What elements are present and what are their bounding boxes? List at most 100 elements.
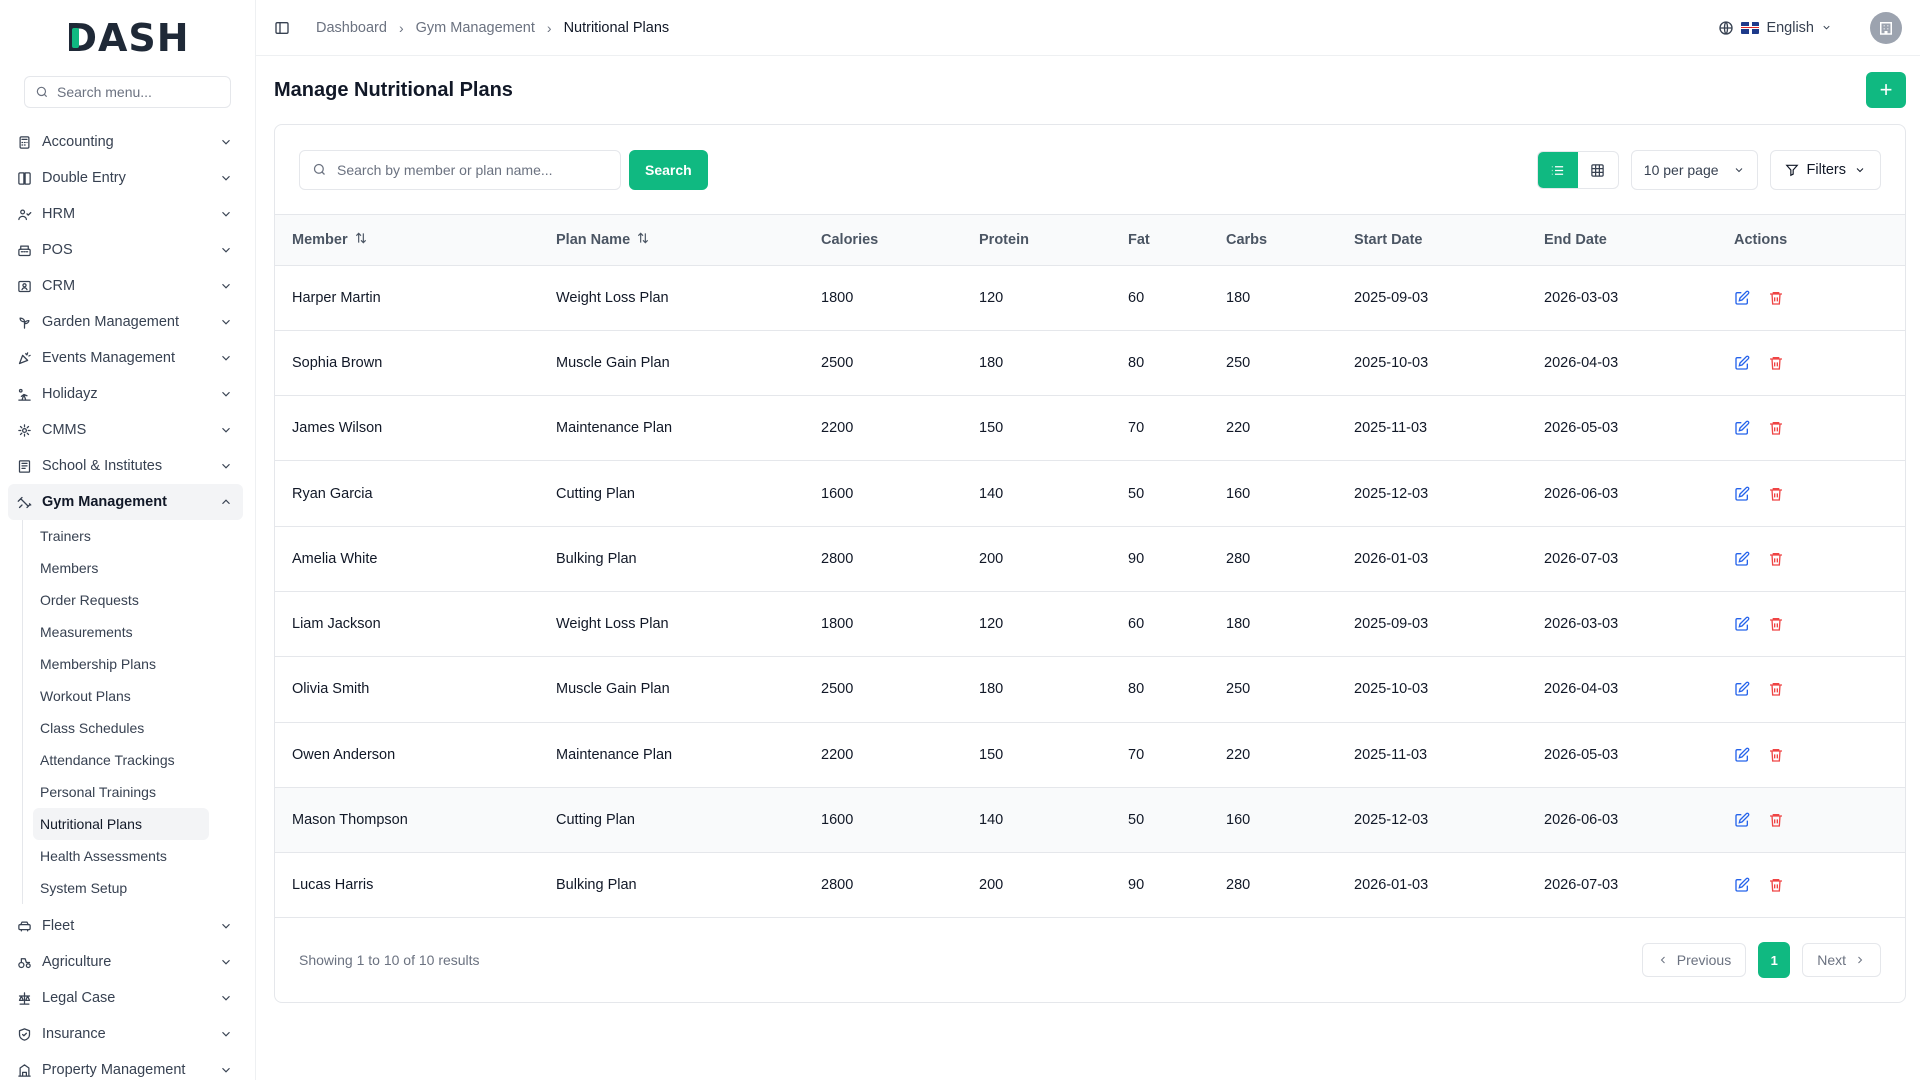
add-plan-button[interactable]: + bbox=[1866, 72, 1906, 108]
table-header-row: Member Plan Name Calories Protein Fat Carbs St… bbox=[275, 215, 1905, 266]
trash-icon[interactable] bbox=[1768, 812, 1784, 828]
trash-icon[interactable] bbox=[1768, 355, 1784, 371]
trash-icon[interactable] bbox=[1768, 877, 1784, 893]
sort-icon[interactable] bbox=[354, 231, 368, 249]
trash-icon[interactable] bbox=[1768, 290, 1784, 306]
edit-icon[interactable] bbox=[1734, 420, 1750, 436]
sidebar-search-input[interactable]: Search menu... bbox=[24, 76, 231, 108]
cell-fat: 70 bbox=[1128, 746, 1145, 763]
trash-icon[interactable] bbox=[1768, 551, 1784, 567]
cell-end-date: 2026-04-03 bbox=[1544, 681, 1619, 698]
submenu-item-class-schedules[interactable]: Class Schedules bbox=[40, 720, 145, 736]
cell-end-date: 2026-06-03 bbox=[1544, 485, 1619, 502]
filters-button[interactable]: Filters bbox=[1769, 149, 1881, 190]
sidebar-toggle-icon[interactable] bbox=[274, 18, 294, 38]
cell-end-date: 2026-06-03 bbox=[1544, 812, 1619, 829]
grid-view-button[interactable] bbox=[1578, 152, 1618, 188]
cell-end-date: 2026-05-03 bbox=[1544, 746, 1619, 763]
cell-carbs: 160 bbox=[1226, 485, 1251, 502]
list-view-button[interactable] bbox=[1537, 151, 1578, 188]
edit-icon[interactable] bbox=[1734, 290, 1750, 306]
column-header-member[interactable]: Member bbox=[275, 215, 539, 266]
submenu-item-attendance-trackings[interactable]: Attendance Trackings bbox=[40, 752, 175, 768]
cell-end-date: 2026-07-03 bbox=[1544, 877, 1619, 894]
sidebar-item-gym-management[interactable]: Gym Management bbox=[8, 484, 243, 520]
page-title: Manage Nutritional Plans bbox=[274, 78, 513, 101]
edit-icon[interactable] bbox=[1734, 681, 1750, 697]
dash-logo[interactable]: DASH bbox=[65, 16, 190, 60]
sidebar-item-insurance[interactable]: Insurance bbox=[8, 1016, 243, 1052]
edit-icon[interactable] bbox=[1734, 486, 1750, 502]
sidebar-item-double-entry[interactable]: Double Entry bbox=[8, 160, 243, 196]
submenu-item-system-setup[interactable]: System Setup bbox=[40, 880, 128, 896]
submenu-item-trainers[interactable]: Trainers bbox=[40, 528, 91, 544]
sidebar-menu: Accounting Double Entry HRM POS CRM Garden Ma… bbox=[0, 124, 255, 1080]
column-header-protein: Protein bbox=[962, 215, 1111, 266]
sidebar-item-label: Events Management bbox=[42, 350, 175, 366]
plan-search-input[interactable]: Search by member or plan name... bbox=[299, 149, 621, 190]
sidebar-item-events-management[interactable]: Events Management bbox=[8, 340, 243, 376]
language-selector[interactable]: English bbox=[1718, 20, 1832, 36]
submenu-item-measurements[interactable]: Measurements bbox=[40, 624, 133, 640]
chevron-down-icon bbox=[222, 283, 230, 289]
sidebar-item-garden-management[interactable]: Garden Management bbox=[8, 304, 243, 340]
sidebar-item-school-and-institutes[interactable]: School & Institutes bbox=[8, 448, 243, 484]
dumbbell-icon bbox=[16, 494, 32, 510]
edit-icon[interactable] bbox=[1734, 616, 1750, 632]
submenu-item-order-requests[interactable]: Order Requests bbox=[40, 592, 139, 608]
cell-plan-name: Bulking Plan bbox=[556, 550, 637, 567]
submenu-item-members[interactable]: Members bbox=[40, 560, 99, 576]
sidebar-item-hrm[interactable]: HRM bbox=[8, 196, 243, 232]
sidebar-item-label: Double Entry bbox=[42, 170, 126, 186]
edit-icon[interactable] bbox=[1734, 747, 1750, 763]
sidebar-item-property-management[interactable]: Property Management bbox=[8, 1052, 243, 1080]
sidebar-item-holidayz[interactable]: Holidayz bbox=[8, 376, 243, 412]
trash-icon[interactable] bbox=[1768, 616, 1784, 632]
sidebar-item-pos[interactable]: POS bbox=[8, 232, 243, 268]
list-icon bbox=[1552, 166, 1564, 175]
pagination: Previous 1 Next bbox=[1641, 942, 1881, 979]
cell-carbs: 250 bbox=[1226, 681, 1251, 698]
edit-icon[interactable] bbox=[1734, 355, 1750, 371]
contact-icon bbox=[16, 278, 32, 294]
sidebar-item-fleet[interactable]: Fleet bbox=[8, 908, 243, 944]
submenu-item-health-assessments[interactable]: Health Assessments bbox=[40, 848, 167, 864]
trash-icon[interactable] bbox=[1768, 747, 1784, 763]
breadcrumb-dashboard[interactable]: Dashboard bbox=[316, 19, 387, 36]
submenu-item-personal-trainings[interactable]: Personal Trainings bbox=[40, 784, 156, 800]
page-1-button[interactable]: 1 bbox=[1758, 942, 1791, 979]
edit-icon[interactable] bbox=[1734, 551, 1750, 567]
submenu-item-membership-plans[interactable]: Membership Plans bbox=[40, 656, 156, 672]
previous-button[interactable]: Previous bbox=[1641, 943, 1747, 978]
sidebar-item-accounting[interactable]: Accounting bbox=[8, 124, 243, 160]
cell-protein: 140 bbox=[979, 812, 1004, 829]
cell-fat: 90 bbox=[1128, 877, 1145, 894]
user-avatar[interactable] bbox=[1870, 11, 1902, 44]
sidebar-item-agriculture[interactable]: Agriculture bbox=[8, 944, 243, 980]
chevron-down-icon bbox=[222, 355, 230, 361]
globe-icon bbox=[1719, 20, 1734, 35]
submenu-item-workout-plans[interactable]: Workout Plans bbox=[40, 688, 131, 704]
column-header-end-date: End Date bbox=[1527, 215, 1717, 266]
sidebar-item-cmms[interactable]: CMMS bbox=[8, 412, 243, 448]
edit-icon[interactable] bbox=[1734, 812, 1750, 828]
per-page-select[interactable]: 10 per page bbox=[1630, 149, 1758, 190]
cell-calories: 1800 bbox=[821, 616, 854, 633]
column-header-plan-name[interactable]: Plan Name bbox=[539, 215, 804, 266]
search-button[interactable]: Search bbox=[629, 149, 708, 190]
sidebar-item-crm[interactable]: CRM bbox=[8, 268, 243, 304]
trash-icon[interactable] bbox=[1768, 486, 1784, 502]
sidebar-item-label: Legal Case bbox=[42, 990, 116, 1006]
next-button[interactable]: Next bbox=[1802, 943, 1881, 978]
sidebar-item-legal-case[interactable]: Legal Case bbox=[8, 980, 243, 1016]
cell-end-date: 2026-03-03 bbox=[1544, 289, 1619, 306]
trash-icon[interactable] bbox=[1768, 681, 1784, 697]
cell-fat: 80 bbox=[1128, 681, 1145, 698]
sort-icon[interactable] bbox=[636, 231, 650, 249]
edit-icon[interactable] bbox=[1734, 877, 1750, 893]
breadcrumb-gym-management[interactable]: Gym Management bbox=[415, 19, 535, 36]
submenu-item-nutritional-plans[interactable]: Nutritional Plans bbox=[33, 808, 209, 840]
table-row: Ryan Garcia Cutting Plan 1600 140 50 160 2025-… bbox=[275, 461, 1905, 527]
car-icon bbox=[16, 918, 32, 934]
trash-icon[interactable] bbox=[1768, 420, 1784, 436]
